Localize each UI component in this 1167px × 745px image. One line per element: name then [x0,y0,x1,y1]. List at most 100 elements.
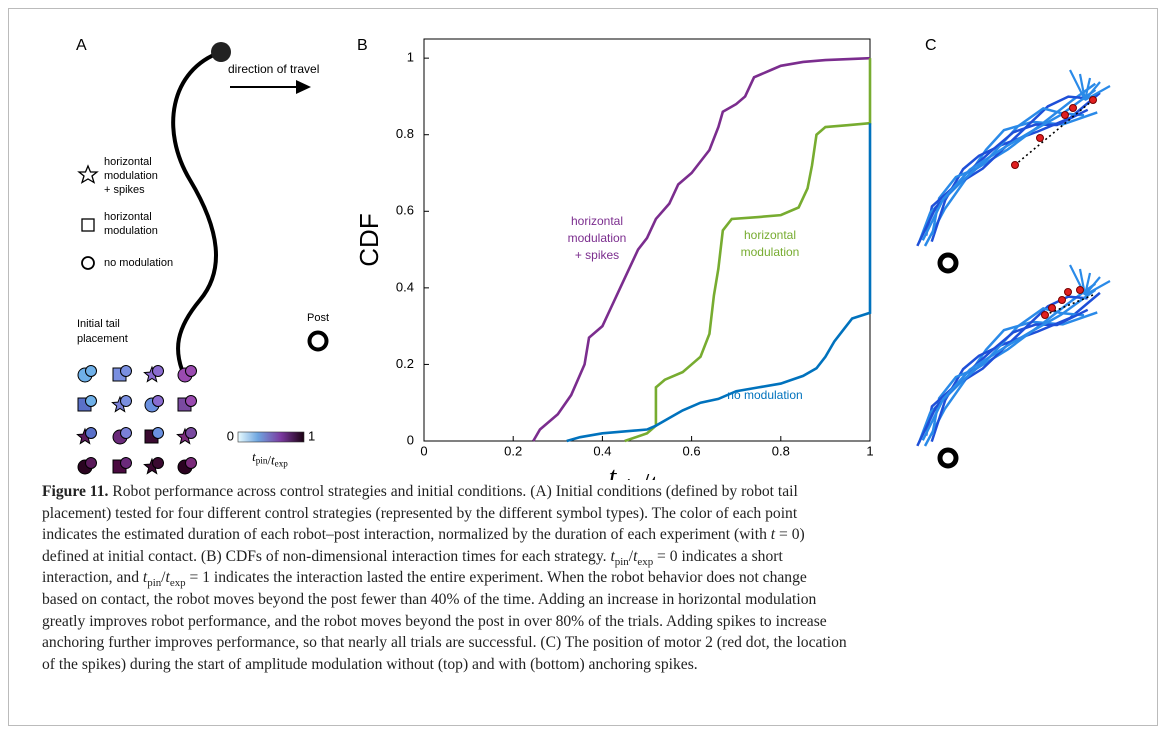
caption-text: greatly improves robot performance, and … [42,612,827,630]
caption-text: / [628,547,634,565]
arrow-head [296,80,311,94]
math-sub: exp [637,555,654,568]
tail-marker [152,395,164,407]
colorbar [237,431,305,443]
y-tick-label: 1 [407,50,414,65]
legend-label: modulation [104,170,158,182]
text-run: / [641,469,649,480]
motor-path [1044,294,1094,316]
motor-dot [1076,286,1084,294]
tail-marker [85,395,97,407]
cdf-line [532,56,871,442]
math-sub: exp [169,577,186,590]
panel-label: C [925,37,937,54]
math: tpin [142,569,161,589]
post-marker [307,330,329,352]
x-tick-label: 0.4 [593,443,611,458]
y-tick-label: 0 [407,432,414,447]
tail-path [171,50,222,371]
tail-marker [185,427,197,439]
spike [1084,276,1101,296]
annotation: Initial tail [77,318,120,330]
tail-marker [85,365,97,377]
legend-label: + spikes [104,184,145,196]
motor-dot [1058,296,1066,304]
y-tick-label: 0.8 [396,126,414,141]
spike [1083,272,1092,296]
motor-dot [1061,111,1069,119]
caption-text: = 0 indicates a short [653,547,783,565]
motor-dot [1089,96,1097,104]
spike [1084,85,1111,101]
robot-skeleton [917,306,1085,444]
math-sub: exp [275,459,289,469]
spike [1078,73,1087,101]
caption-line: interaction, and tpin/texp = 1 indicates… [42,569,847,591]
math-italic: t [770,526,776,544]
caption-text: = 0) [775,526,805,544]
legend-label: modulation [104,225,158,237]
y-tick-label: 0.2 [396,356,414,371]
caption-line: defined at initial contact. (B) CDFs of … [42,548,847,570]
robot-skeletons [916,69,1111,447]
tail-marker [120,365,132,377]
series-annotation: modulation [741,245,800,259]
motor-dot [1036,134,1044,142]
x-tick-label: 0 [420,443,427,458]
math-sub: pin [616,476,641,481]
motor-dot [1064,288,1072,296]
x-tick-label: 0.2 [504,443,522,458]
caption-text: placement) tested for four different con… [42,504,798,522]
tail-marker [185,395,197,407]
caption-line: placement) tested for four different con… [42,505,847,527]
tail-marker [152,365,164,377]
legend-star [77,164,99,184]
series-annotation: modulation [568,231,627,245]
tail-marker [152,457,164,469]
legend-square [81,218,95,232]
spike [1078,268,1087,296]
caption-line: anchoring further improves performance, … [42,634,847,656]
motor-dot [1011,161,1019,169]
tail-markers [76,365,197,475]
cdf-line [624,58,872,443]
math-italic: t [633,547,638,565]
annotation: direction of travel [228,62,319,76]
tail-marker [85,457,97,469]
series-annotation: horizontal [571,214,623,228]
math-sub: pin [256,455,268,465]
robot-skeleton [921,88,1097,241]
y-tick-label: 0.4 [396,279,414,294]
legend-label: horizontal [104,211,152,223]
y-tick-label: 0.6 [396,203,414,218]
caption-text: based on contact, the robot moves beyond… [42,590,817,608]
tail-marker [152,427,164,439]
caption-text: / [161,569,166,587]
caption-line: greatly improves robot performance, and … [42,613,847,635]
caption: Figure 11. Robot performance across cont… [42,483,847,677]
series-annotation: no modulation [727,388,802,402]
motor-path [1014,99,1094,166]
y-axis-label: CDF [354,213,384,266]
text-run: / [267,452,271,467]
figure-frame [8,8,1158,726]
caption-line: Figure 11. Robot performance across cont… [42,483,847,505]
legend-label: no modulation [104,257,173,269]
math: texp [633,547,654,568]
post-marker [937,447,959,469]
math-label: tpin/texp [609,462,686,480]
colorbar-tick-label: 0 [227,428,234,443]
tail-marker [120,427,132,439]
math: texp [166,569,186,590]
tail-marker [120,395,132,407]
tail-marker [120,457,132,469]
figure-label: Figure 11. [42,483,109,500]
math-italic: t [142,569,148,587]
math-italic: t [610,547,615,565]
motor-dot [1069,104,1077,112]
math-sub: pin [614,555,629,568]
robot-head [211,42,231,62]
caption-text: = 1 indicates the interaction lasted the… [185,569,807,587]
